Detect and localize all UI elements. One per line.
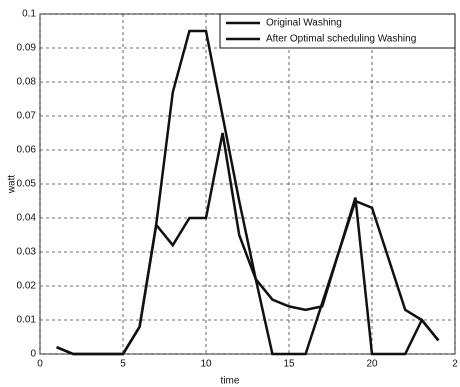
y-tick-label: 0.02 xyxy=(17,281,37,292)
x-tick-label: 20 xyxy=(366,359,378,370)
legend-label: After Optimal scheduling Washing xyxy=(266,34,416,45)
y-tick-label: 0.07 xyxy=(17,111,37,122)
x-tick-label: 5 xyxy=(120,359,126,370)
line xyxy=(56,132,440,356)
y-tick-label: 0.04 xyxy=(17,213,37,224)
x-tick-label: 15 xyxy=(283,359,295,370)
y-tick-label: 0.09 xyxy=(17,43,37,54)
x-tick-label: 10 xyxy=(200,359,212,370)
y-tick-label: 0.05 xyxy=(17,179,37,190)
x-tick-label: 2 xyxy=(452,359,458,370)
y-tick-label: 0 xyxy=(30,349,36,360)
x-tick-label: 0 xyxy=(37,359,43,370)
legend-label: Original Washing xyxy=(266,18,342,29)
y-tick-label: 0.01 xyxy=(17,315,37,326)
y-tick-label: 0.03 xyxy=(17,247,37,258)
legend-box xyxy=(219,13,456,49)
y-tick-label: 0.08 xyxy=(17,77,37,88)
y-tick-label: 0.06 xyxy=(17,145,37,156)
y-tick-label: 0.1 xyxy=(22,9,36,20)
x-axis-label: time xyxy=(221,376,240,387)
plot-frame xyxy=(39,13,456,355)
y-axis-label: watt xyxy=(7,175,18,195)
